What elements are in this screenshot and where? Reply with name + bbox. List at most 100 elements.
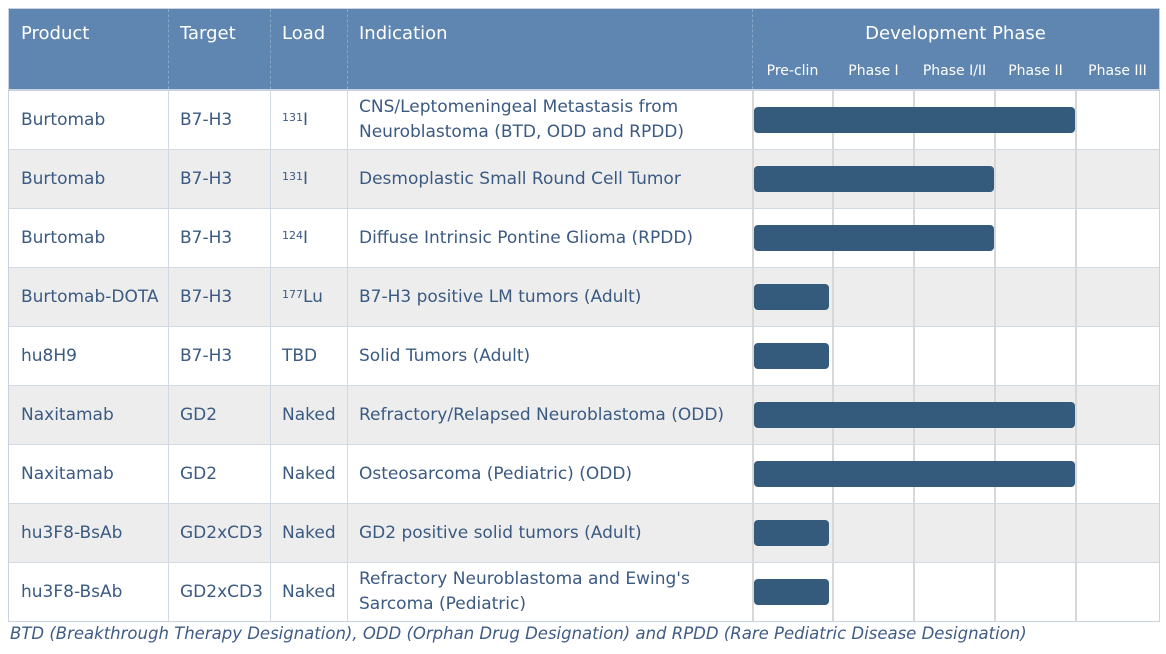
column-divider [270, 91, 271, 149]
phase-gridline [752, 91, 754, 149]
indication-cell: Diffuse Intrinsic Pontine Glioma (RPDD) [347, 209, 752, 267]
phase-gridline [752, 209, 754, 267]
product-cell: Burtomab-DOTA [9, 268, 168, 326]
target-cell-text: GD2 [180, 463, 218, 484]
load-cell: 177 Lu [270, 268, 347, 326]
phase-progress-bar [754, 520, 829, 546]
load-cell: 124 I [270, 209, 347, 267]
load-text: Naked [282, 463, 336, 484]
phase-gridline [913, 504, 915, 562]
product-cell-text: Burtomab [21, 227, 106, 248]
target-cell: B7-H3 [168, 91, 270, 149]
header-divider [270, 9, 271, 89]
column-divider [347, 563, 348, 621]
header-divider [168, 9, 169, 89]
phase-gridline [994, 268, 996, 326]
load-cell: 131 I [270, 150, 347, 208]
phase-progress-bar [754, 343, 829, 369]
load-cell: Naked [270, 563, 347, 621]
column-divider [270, 563, 271, 621]
header-development-phase: Development Phase [865, 23, 1046, 44]
product-cell: Naxitamab [9, 386, 168, 444]
load-text: Naked [282, 404, 336, 425]
indication-cell-text: Refractory Neuroblastoma and Ewing's Sar… [359, 569, 690, 614]
indication-cell-text: CNS/Leptomeningeal Metastasis from Neuro… [359, 97, 685, 142]
load-text: Naked [282, 581, 336, 602]
isotope-mass-number: 131 [282, 110, 303, 124]
table-row: Burtomab B7-H3 131 I Desmoplastic Small Roun… [9, 149, 1159, 208]
target-cell-text: GD2xCD3 [180, 581, 263, 602]
indication-cell-text: Desmoplastic Small Round Cell Tumor [359, 168, 681, 189]
target-cell: B7-H3 [168, 327, 270, 385]
phase-gridline [994, 504, 996, 562]
column-divider [168, 504, 169, 562]
indication-cell: Refractory/Relapsed Neuroblastoma (ODD) [347, 386, 752, 444]
phase-gridline [1075, 268, 1077, 326]
target-cell: B7-H3 [168, 209, 270, 267]
phase-gridline [752, 504, 754, 562]
phase-gridline [752, 268, 754, 326]
phase-1-2-label: Phase I/II [922, 63, 987, 79]
phase-progress-bar [754, 579, 829, 605]
table-row: Burtomab-DOTA B7-H3 177 Lu B7-H3 positive LM… [9, 267, 1159, 326]
phase-gridline [1075, 150, 1077, 208]
column-divider [270, 327, 271, 385]
product-cell: Naxitamab [9, 445, 168, 503]
table-row: Naxitamab GD2 Naked Refractory/Relapsed Neu… [9, 385, 1159, 444]
target-cell: B7-H3 [168, 268, 270, 326]
indication-cell: CNS/Leptomeningeal Metastasis from Neuro… [347, 91, 752, 149]
column-divider [347, 445, 348, 503]
indication-cell: Refractory Neuroblastoma and Ewing's Sar… [347, 563, 752, 621]
column-divider [270, 445, 271, 503]
table-body: Burtomab B7-H3 131 I CNS/Leptomeningeal Meta… [9, 89, 1159, 621]
indication-cell-text: Osteosarcoma (Pediatric) (ODD) [359, 463, 633, 484]
indication-cell-text: Diffuse Intrinsic Pontine Glioma (RPDD) [359, 227, 694, 248]
product-cell-text: hu3F8-BsAb [21, 522, 123, 543]
column-divider [347, 268, 348, 326]
table-row: Naxitamab GD2 Naked Osteosarcoma (Pediatric… [9, 444, 1159, 503]
indication-cell-text: B7-H3 positive LM tumors (Adult) [359, 286, 642, 307]
phase-gridline [752, 150, 754, 208]
phase-gridline [832, 504, 834, 562]
phase-progress-bar [754, 107, 1075, 133]
column-divider [270, 504, 271, 562]
column-divider [347, 327, 348, 385]
load-cell: TBD [270, 327, 347, 385]
phase-gridline [913, 563, 915, 621]
load-text: TBD [282, 345, 318, 366]
isotope-mass-number: 177 [282, 287, 303, 301]
product-cell-text: Burtomab [21, 109, 106, 130]
phase-progress-bar [754, 284, 829, 310]
column-divider [347, 209, 348, 267]
table-row: hu3F8-BsAb GD2xCD3 Naked GD2 positive solid… [9, 503, 1159, 562]
table-row: hu8H9 B7-H3 TBD Solid Tumors (Adult) [9, 326, 1159, 385]
phase-gridline [994, 150, 996, 208]
column-divider [347, 386, 348, 444]
phase-gridline [913, 327, 915, 385]
indication-cell: Osteosarcoma (Pediatric) (ODD) [347, 445, 752, 503]
column-divider [270, 386, 271, 444]
column-divider [347, 150, 348, 208]
pipeline-table: Product Target Load Indication Developme… [8, 8, 1160, 622]
phase-progress-bar [754, 402, 1075, 428]
indication-cell-text: Solid Tumors (Adult) [359, 345, 531, 366]
phase-gridline [1075, 563, 1077, 621]
phase-gridline [1075, 91, 1077, 149]
column-divider [168, 563, 169, 621]
target-cell-text: B7-H3 [180, 286, 233, 307]
phase-gridline [1075, 445, 1077, 503]
load-text: I [303, 109, 309, 130]
phase-gridline [994, 327, 996, 385]
load-text: I [303, 168, 309, 189]
phase-1-label: Phase I [848, 63, 899, 79]
target-cell-text: GD2xCD3 [180, 522, 263, 543]
load-text: Naked [282, 522, 336, 543]
isotope-mass-number: 131 [282, 169, 303, 183]
column-divider [270, 150, 271, 208]
footnote: BTD (Breakthrough Therapy Designation), … [10, 624, 1027, 643]
indication-cell: Solid Tumors (Adult) [347, 327, 752, 385]
indication-cell: B7-H3 positive LM tumors (Adult) [347, 268, 752, 326]
phase-gridline [1075, 327, 1077, 385]
load-cell: Naked [270, 504, 347, 562]
target-cell: GD2 [168, 445, 270, 503]
